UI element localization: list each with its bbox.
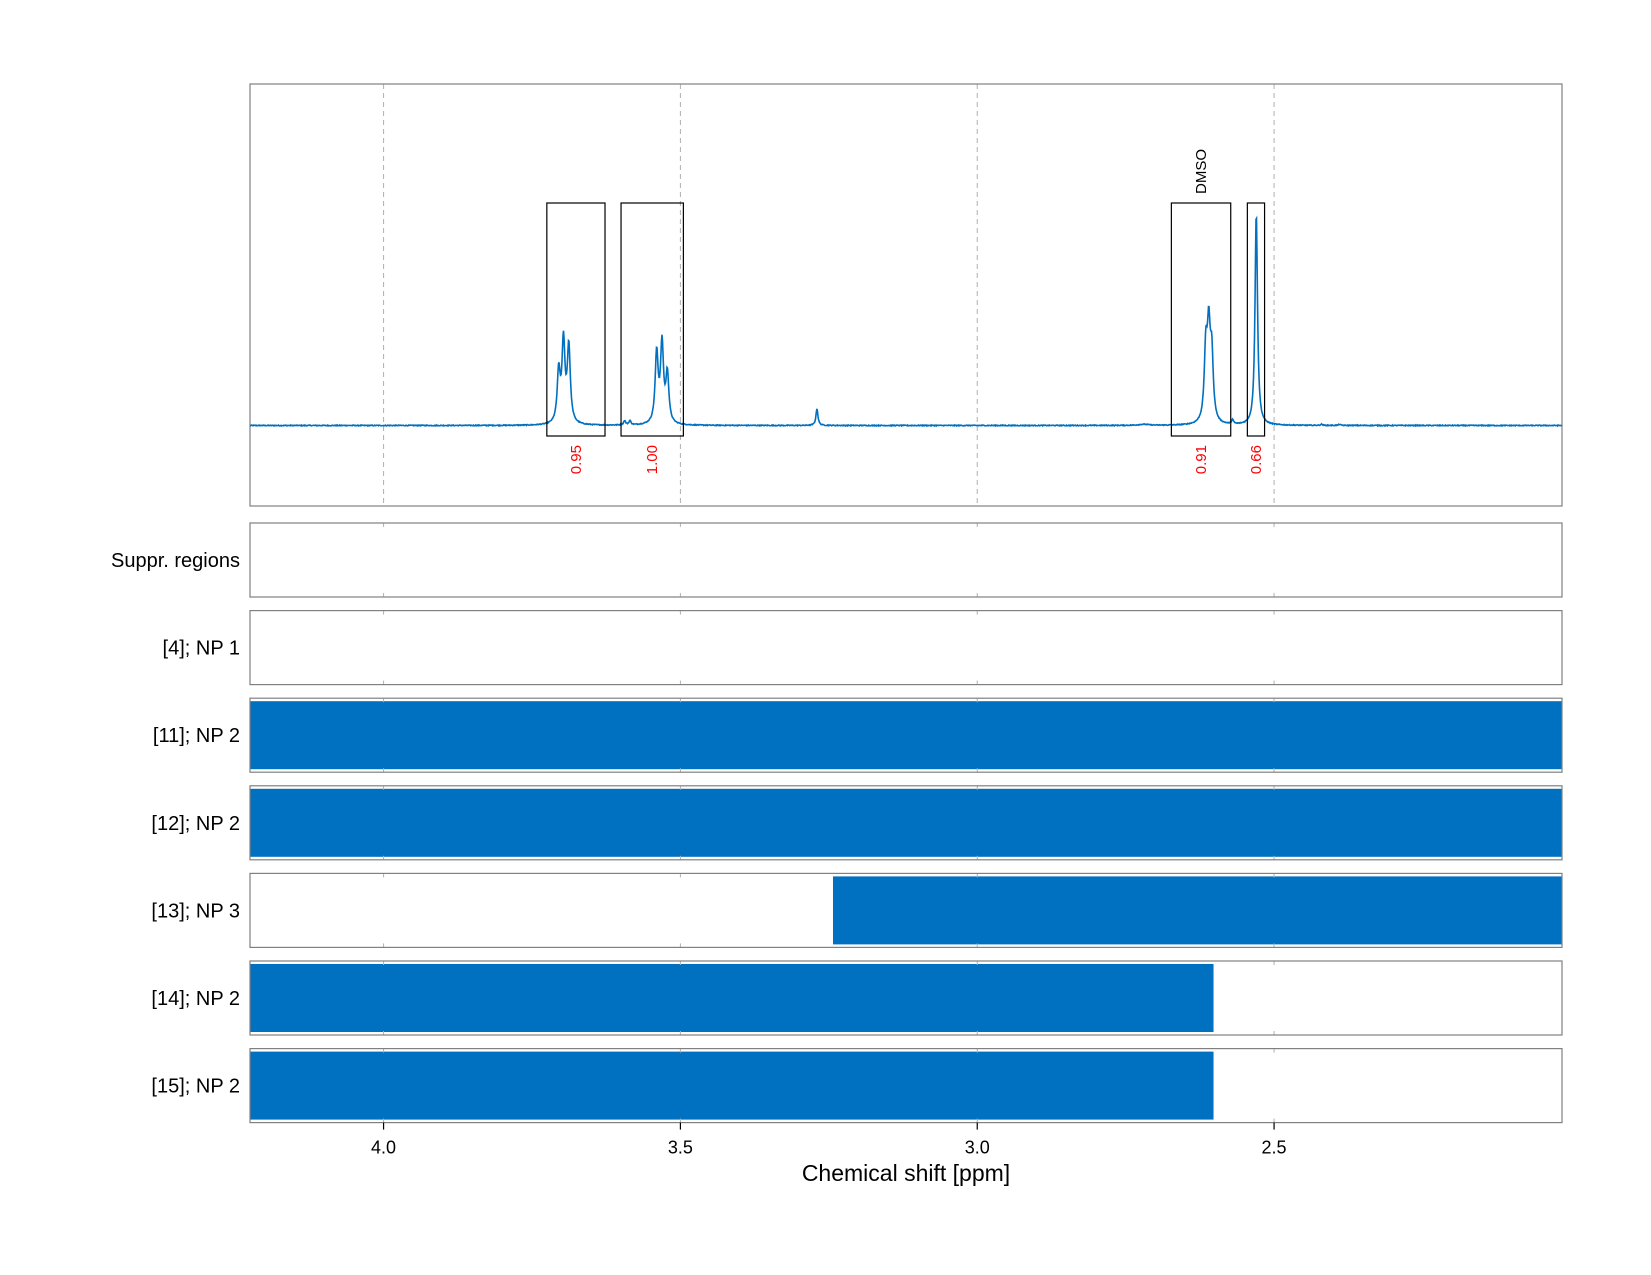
track-label: Suppr. regions: [111, 550, 240, 572]
spectrum-line: [249, 215, 1563, 428]
grid-lines: [383, 84, 1275, 506]
track-bar: [250, 788, 1562, 857]
track-frame: [249, 697, 1563, 773]
x-axis-title: Chemical shift [ppm]: [802, 1160, 1010, 1186]
spectrum-frame: [249, 83, 1563, 507]
track-bar: [250, 701, 1562, 770]
integral-label: 1.00: [644, 445, 661, 474]
track-label: [15]; NP 2: [151, 1076, 240, 1098]
integral-box: [1170, 202, 1232, 437]
track-frame: [249, 960, 1563, 1036]
integral-label: 0.91: [1193, 445, 1210, 474]
track-frame: [249, 609, 1563, 686]
track-frame: [249, 1047, 1563, 1124]
track-label: [12]; NP 2: [151, 813, 240, 835]
track-label: [11]; NP 2: [153, 725, 240, 747]
x-axis: Chemical shift [ppm] 4.0 3.5 3.0 2.5: [371, 1122, 1287, 1186]
integrals: 0.95 1.00 0.91 DMSO 0.66: [546, 149, 1266, 474]
spectrum-panel: 0.95 1.00 0.91 DMSO 0.66: [249, 83, 1563, 507]
integral-label: 0.66: [1248, 445, 1265, 474]
x-tick-label: 3.5: [668, 1138, 693, 1158]
tracks: Suppr. regions [4]; NP 1 [11]; NP 2 [12]; N…: [111, 522, 1563, 1124]
integral-label: 0.95: [568, 445, 585, 474]
track-row: [15]; NP 2: [151, 1047, 1563, 1124]
track-bar: [832, 876, 1562, 945]
track-frame: [249, 785, 1563, 861]
integral-box: [620, 202, 684, 437]
track-frame: [249, 522, 1563, 598]
track-row: [14]; NP 2: [151, 960, 1563, 1036]
integral-annotation: DMSO: [1193, 149, 1210, 194]
integral-box: [546, 202, 606, 437]
track-bar: [250, 964, 1214, 1032]
track-label: [13]; NP 3: [151, 900, 240, 922]
x-tick-label: 4.0: [371, 1138, 396, 1158]
x-tick-label: 2.5: [1262, 1138, 1287, 1158]
track-frame: [249, 872, 1563, 949]
track-row: [11]; NP 2: [153, 697, 1563, 773]
track-label: [4]; NP 1: [163, 638, 240, 660]
track-row: [4]; NP 1: [163, 609, 1563, 686]
track-row: [12]; NP 2: [151, 785, 1563, 861]
track-bar: [250, 1051, 1214, 1120]
integral-box: [1246, 202, 1266, 437]
track-row: Suppr. regions: [111, 522, 1563, 598]
track-label: [14]; NP 2: [151, 988, 240, 1010]
x-tick-label: 3.0: [965, 1138, 990, 1158]
track-row: [13]; NP 3: [151, 872, 1563, 949]
